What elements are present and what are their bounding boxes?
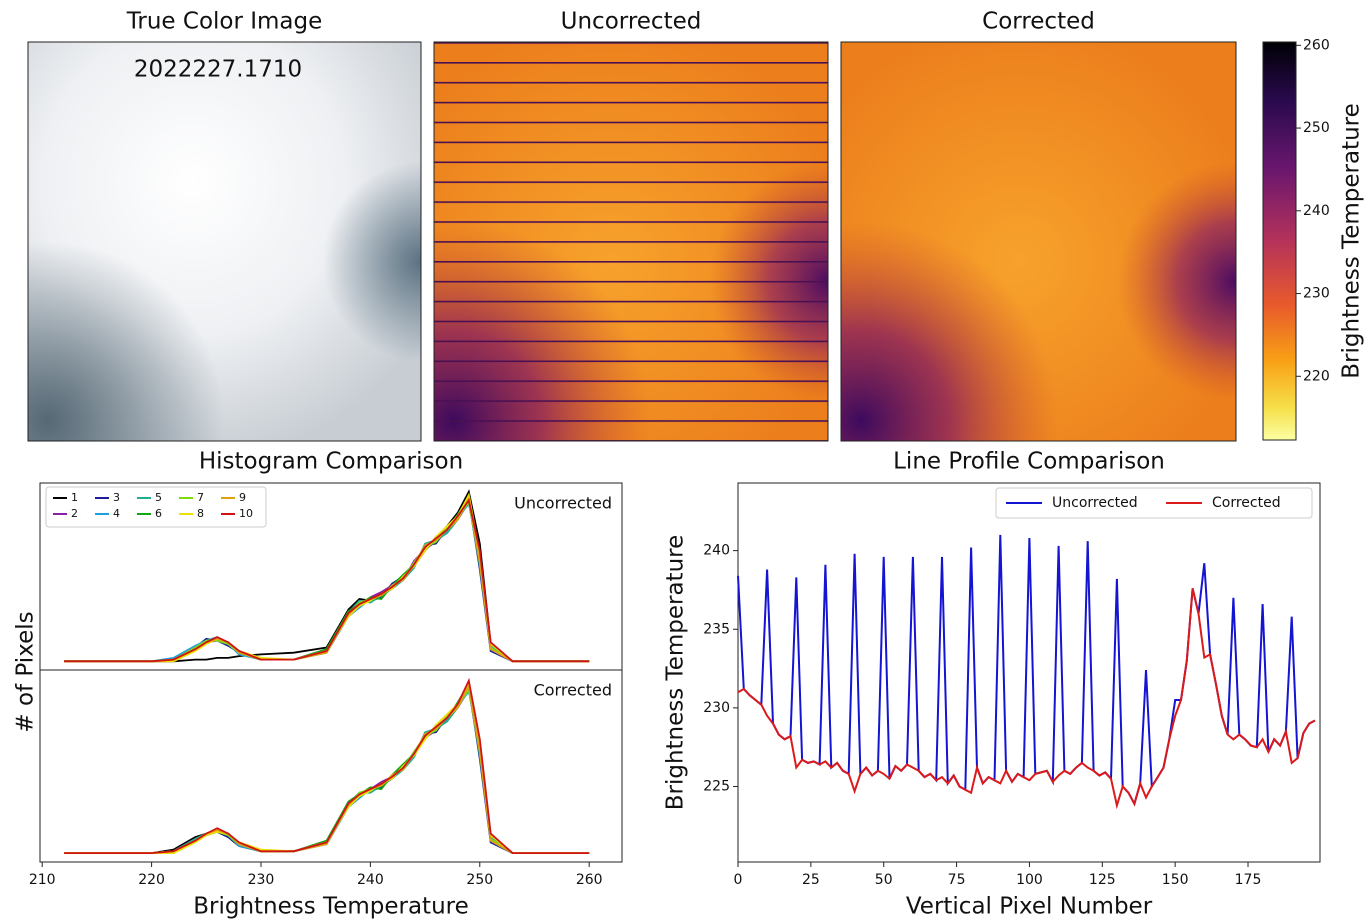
x-tick-label: 150 xyxy=(1162,872,1189,888)
panel-label: Corrected xyxy=(534,681,612,700)
legend-label: Uncorrected xyxy=(1052,495,1138,511)
colorbar xyxy=(1262,41,1297,441)
tick-label: 240 xyxy=(1303,203,1330,219)
series-line xyxy=(64,687,590,854)
legend-label: 4 xyxy=(113,507,120,520)
panel-title: Corrected xyxy=(982,9,1095,35)
x-tick-label: 75 xyxy=(948,872,966,888)
series-line xyxy=(64,498,590,663)
panel-title: Histogram Comparison xyxy=(199,449,463,475)
legend-label: 8 xyxy=(197,507,204,520)
x-tick-label: 100 xyxy=(1016,872,1043,888)
panel-title: Uncorrected xyxy=(561,9,702,35)
tick-label: 250 xyxy=(1303,120,1330,136)
axis-label: Vertical Pixel Number xyxy=(906,894,1153,920)
true-color-image xyxy=(27,41,422,442)
legend-label: 5 xyxy=(155,491,162,504)
series-line xyxy=(64,687,590,854)
series-line xyxy=(737,588,1316,810)
x-tick-label: 175 xyxy=(1235,872,1262,888)
plot-frame xyxy=(39,669,623,863)
x-tick-label: 230 xyxy=(248,872,275,888)
panel-title: True Color Image xyxy=(126,9,323,35)
series-line xyxy=(64,689,590,854)
y-tick-label: 230 xyxy=(703,700,730,716)
corrected-image xyxy=(840,41,1237,442)
legend-box xyxy=(995,487,1313,519)
series-line xyxy=(64,679,590,854)
legend-label: 3 xyxy=(113,491,120,504)
x-tick-label: 260 xyxy=(576,872,603,888)
x-tick-label: 125 xyxy=(1089,872,1116,888)
series-line xyxy=(64,683,590,854)
axis-label: Brightness Temperature xyxy=(663,535,689,811)
x-tick-label: 210 xyxy=(29,872,56,888)
y-tick-label: 225 xyxy=(703,779,730,795)
legend-label: 9 xyxy=(239,491,246,504)
legend-label: 6 xyxy=(155,507,162,520)
legend-label: 7 xyxy=(197,491,204,504)
series-line xyxy=(64,683,590,854)
panel-label: Uncorrected xyxy=(514,494,612,513)
tick-label: 220 xyxy=(1303,368,1330,384)
x-tick-label: 25 xyxy=(802,872,820,888)
legend-label: 10 xyxy=(239,507,253,520)
x-tick-label: 240 xyxy=(357,872,384,888)
axis-label: # of Pixels xyxy=(13,611,39,732)
series-line xyxy=(737,534,1316,807)
series-line xyxy=(64,681,590,854)
series-line xyxy=(64,685,590,854)
tick-label: 230 xyxy=(1303,286,1330,302)
axis-label: Brightness Temperature xyxy=(193,894,469,920)
x-tick-label: 250 xyxy=(466,872,493,888)
series-line xyxy=(64,677,590,854)
image-annotation: 2022227.1710 xyxy=(134,57,302,83)
uncorrected-image xyxy=(433,41,829,442)
axis-label: Brightness Temperature xyxy=(1339,103,1365,379)
x-tick-label: 0 xyxy=(734,872,743,888)
series-line xyxy=(64,683,590,854)
x-tick-label: 220 xyxy=(138,872,165,888)
legend-label: Corrected xyxy=(1212,495,1281,511)
tick-label: 260 xyxy=(1303,37,1330,53)
panel-title: Line Profile Comparison xyxy=(893,449,1165,475)
y-tick-label: 235 xyxy=(703,621,730,637)
y-tick-label: 240 xyxy=(703,543,730,559)
x-tick-label: 50 xyxy=(875,872,893,888)
legend-label: 1 xyxy=(71,491,78,504)
legend-label: 2 xyxy=(71,507,78,520)
